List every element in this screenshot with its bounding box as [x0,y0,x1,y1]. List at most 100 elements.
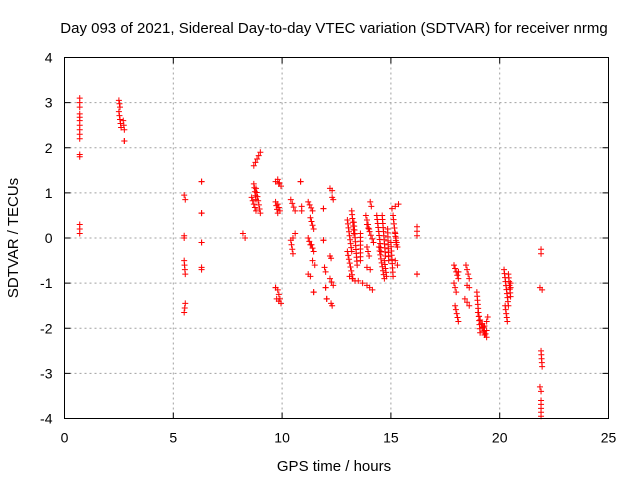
data-point [250,162,257,169]
data-point [385,257,392,264]
data-point [461,295,468,302]
data-point [366,228,373,235]
data-point [503,310,510,317]
data-point [367,198,374,205]
data-point [323,295,330,302]
data-point [452,284,459,291]
data-point [359,280,366,287]
data-point [367,232,374,239]
data-point [297,178,304,185]
data-point [502,306,509,313]
data-point [326,275,333,282]
data-point [76,104,83,111]
data-point [484,313,491,320]
data-point [481,322,488,329]
data-point [538,250,545,257]
data-point [345,252,352,259]
data-point [365,248,372,255]
data-point [345,224,352,231]
data-point [355,277,362,284]
y-tick-label: -1 [40,275,53,291]
data-point [278,183,285,190]
data-point [328,278,335,285]
data-point [390,273,397,280]
data-point [453,289,460,296]
data-point [248,194,255,201]
data-point [257,210,264,217]
data-point [298,207,305,214]
data-point [121,137,128,144]
data-point [367,266,374,273]
data-point [250,180,257,187]
data-point [363,264,370,271]
data-point [309,222,316,229]
data-point [292,230,299,237]
data-point [320,205,327,212]
data-point [182,300,189,307]
data-point [115,97,122,104]
data-point [345,256,352,263]
data-point [276,207,283,214]
data-point [465,271,472,278]
data-point [76,135,83,142]
data-point [354,262,361,269]
y-tick-label: 2 [45,140,53,156]
x-tick-label: 0 [61,430,69,446]
data-point [504,318,511,325]
data-point [454,314,461,321]
data-point [256,206,263,213]
data-point [116,112,123,119]
data-point [181,304,188,311]
data-point [275,204,282,211]
data-point [182,271,189,278]
data-point [476,313,483,320]
data-point [483,327,490,334]
data-point [310,225,317,232]
y-tick-label: -3 [40,365,53,381]
data-points [76,95,546,420]
data-point [344,248,351,255]
data-point [309,245,316,252]
y-tick-label: 1 [45,185,53,201]
data-point [464,299,471,306]
data-point [308,241,315,248]
chart-title: Day 093 of 2021, Sidereal Day-to-day VTE… [60,20,607,37]
data-point [307,273,314,280]
data-point [255,197,262,204]
data-point [322,268,329,275]
data-point [455,268,462,275]
data-point [115,108,122,115]
data-point [250,201,257,208]
data-point [289,250,296,257]
data-point [308,218,315,225]
data-point [116,116,123,123]
y-axis-label: SDTVAR / TECUs [5,178,22,298]
data-point [483,334,490,341]
data-point [321,264,328,271]
data-point [76,230,83,237]
y-tick-label: 3 [45,95,53,111]
data-point [382,265,389,272]
data-point [181,235,188,241]
data-point [121,126,128,133]
data-point [347,240,354,247]
data-point [254,193,261,200]
y-tick-label: 4 [45,50,53,66]
data-point [455,275,462,282]
data-point [287,196,294,203]
data-point [347,236,354,243]
data-point [455,318,462,325]
data-point [383,273,390,280]
data-point [239,230,246,237]
data-point [308,204,315,211]
data-point [198,266,205,273]
data-point [276,179,283,186]
data-point [255,201,262,208]
data-point [452,302,459,309]
data-point [181,309,188,316]
data-point [329,302,336,309]
data-point [507,280,514,287]
data-point [480,324,487,331]
data-point [117,120,124,127]
